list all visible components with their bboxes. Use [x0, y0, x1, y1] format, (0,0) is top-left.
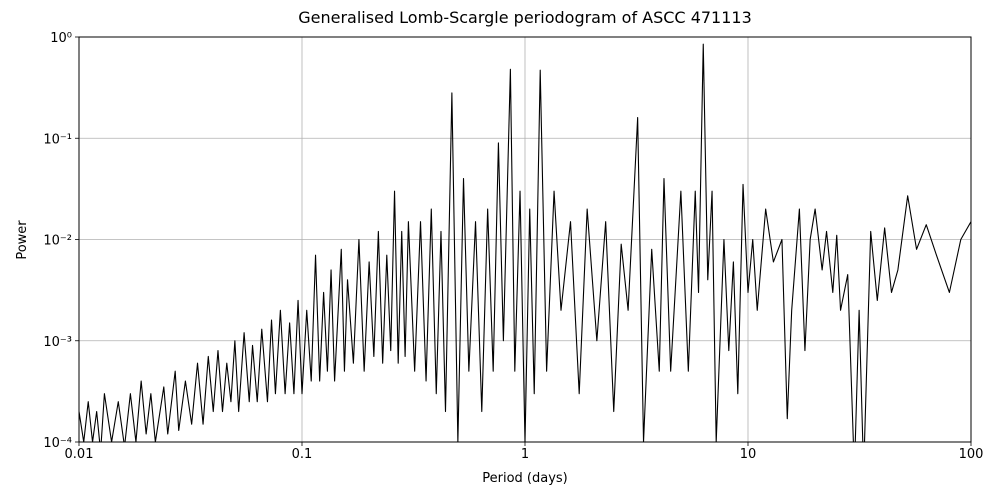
y-tick-label: 10⁻⁴: [43, 436, 72, 451]
periodogram-line: [79, 43, 971, 442]
y-axis-label: Power: [15, 220, 30, 260]
y-tick-label: 10⁰: [50, 31, 72, 46]
x-tick-label: 0.1: [292, 447, 313, 462]
plot-area: [79, 43, 971, 442]
x-tick-label: 10: [740, 447, 757, 462]
x-tick-label: 0.01: [65, 447, 94, 462]
x-tick-label: 1: [521, 447, 529, 462]
ticks: 0.01 0.1 1 10 100 10⁻⁴ 10⁻³ 10⁻² 10⁻¹ 10⁰: [43, 31, 983, 462]
y-tick-label: 10⁻¹: [43, 132, 72, 147]
x-tick-label: 100: [959, 447, 984, 462]
x-axis-label: Period (days): [482, 471, 568, 486]
chart-title: Generalised Lomb-Scargle periodogram of …: [298, 8, 752, 27]
y-tick-label: 10⁻²: [43, 234, 72, 249]
y-tick-label: 10⁻³: [43, 335, 72, 350]
grid: [79, 37, 971, 442]
